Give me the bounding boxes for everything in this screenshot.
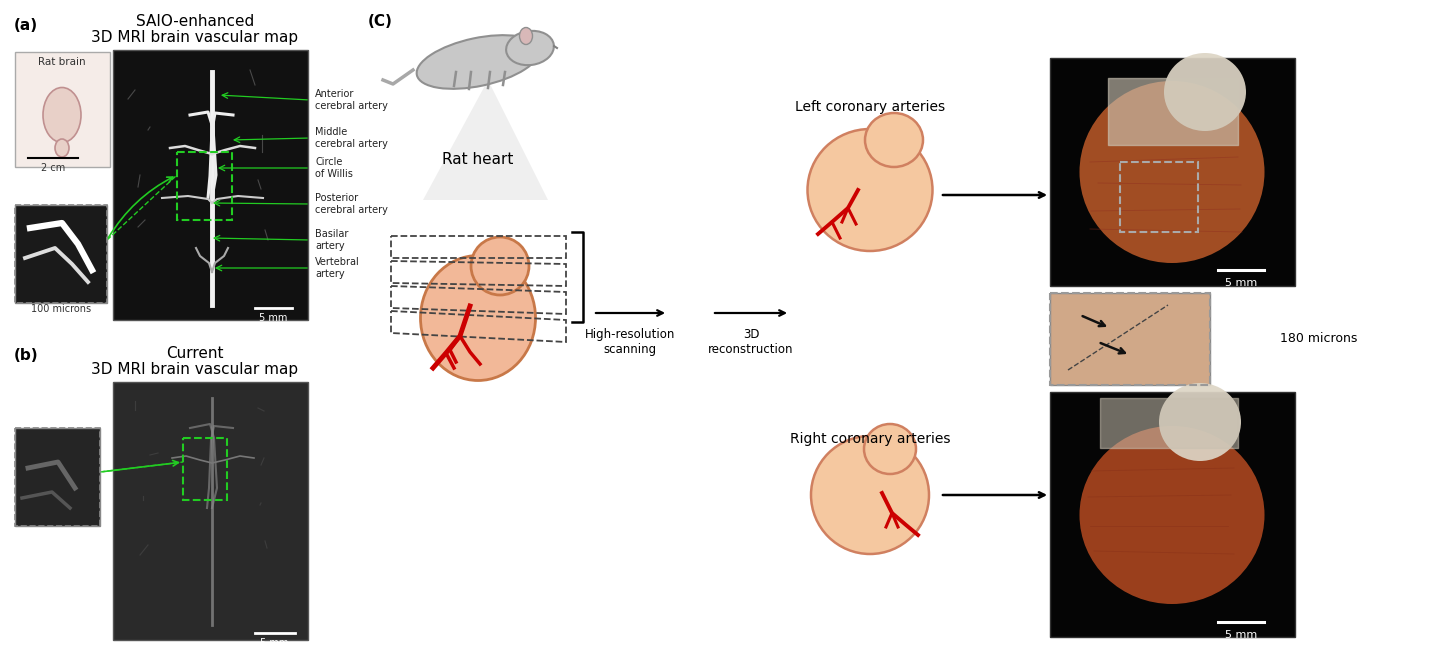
Text: High-resolution
scanning: High-resolution scanning bbox=[585, 328, 675, 356]
Text: Rat heart: Rat heart bbox=[442, 152, 514, 167]
Ellipse shape bbox=[420, 256, 536, 380]
Bar bbox=[14, 52, 109, 167]
Text: (C): (C) bbox=[369, 14, 393, 29]
Bar bbox=[14, 428, 99, 526]
Ellipse shape bbox=[864, 424, 916, 474]
Text: Circle
of Willis: Circle of Willis bbox=[315, 157, 353, 178]
Text: 2 cm: 2 cm bbox=[40, 163, 65, 173]
Text: 3D MRI brain vascular map: 3D MRI brain vascular map bbox=[91, 362, 298, 377]
Bar bbox=[1050, 392, 1295, 637]
Text: 3D
reconstruction: 3D reconstruction bbox=[708, 328, 793, 356]
Text: Vertebral
artery: Vertebral artery bbox=[315, 257, 360, 279]
Ellipse shape bbox=[808, 129, 933, 251]
Text: Current: Current bbox=[166, 346, 223, 361]
Text: 5 mm: 5 mm bbox=[1225, 278, 1257, 288]
Text: Anterior
cerebral artery: Anterior cerebral artery bbox=[315, 89, 387, 111]
Ellipse shape bbox=[1080, 81, 1264, 263]
Ellipse shape bbox=[1080, 426, 1264, 604]
Bar bbox=[112, 382, 308, 640]
Bar bbox=[1050, 293, 1210, 385]
Text: 5 mm: 5 mm bbox=[259, 638, 288, 648]
Text: Posterior
cerebral artery: Posterior cerebral artery bbox=[315, 193, 387, 215]
Text: Right coronary arteries: Right coronary arteries bbox=[789, 432, 950, 446]
Text: 3D MRI brain vascular map: 3D MRI brain vascular map bbox=[91, 30, 298, 45]
Text: Left coronary arteries: Left coronary arteries bbox=[795, 100, 945, 114]
Bar bbox=[14, 428, 99, 526]
Ellipse shape bbox=[55, 139, 69, 157]
Ellipse shape bbox=[416, 35, 540, 89]
Bar bbox=[14, 205, 107, 303]
Bar bbox=[14, 205, 107, 303]
Ellipse shape bbox=[505, 31, 554, 65]
Bar bbox=[177, 152, 232, 220]
Text: (a): (a) bbox=[14, 18, 37, 33]
Bar bbox=[1050, 293, 1210, 385]
Ellipse shape bbox=[1159, 383, 1241, 461]
Text: (b): (b) bbox=[14, 348, 39, 363]
Bar bbox=[1050, 58, 1295, 286]
Text: 100 microns: 100 microns bbox=[30, 304, 91, 314]
Ellipse shape bbox=[1164, 53, 1246, 131]
Ellipse shape bbox=[865, 113, 923, 167]
Text: 5 mm: 5 mm bbox=[1225, 630, 1257, 640]
Text: Basilar
artery: Basilar artery bbox=[315, 229, 348, 251]
Text: Rat brain: Rat brain bbox=[39, 57, 86, 67]
Ellipse shape bbox=[471, 237, 528, 295]
Bar bbox=[112, 50, 308, 320]
Text: SAIO-enhanced: SAIO-enhanced bbox=[135, 14, 253, 29]
Bar bbox=[183, 438, 228, 500]
Ellipse shape bbox=[811, 436, 929, 554]
Text: 5 mm: 5 mm bbox=[259, 313, 287, 323]
Ellipse shape bbox=[43, 87, 81, 143]
Ellipse shape bbox=[520, 27, 533, 45]
Text: Middle
cerebral artery: Middle cerebral artery bbox=[315, 127, 387, 149]
Polygon shape bbox=[423, 80, 549, 200]
Text: 180 microns: 180 microns bbox=[1280, 332, 1358, 344]
Bar bbox=[1120, 162, 1198, 232]
